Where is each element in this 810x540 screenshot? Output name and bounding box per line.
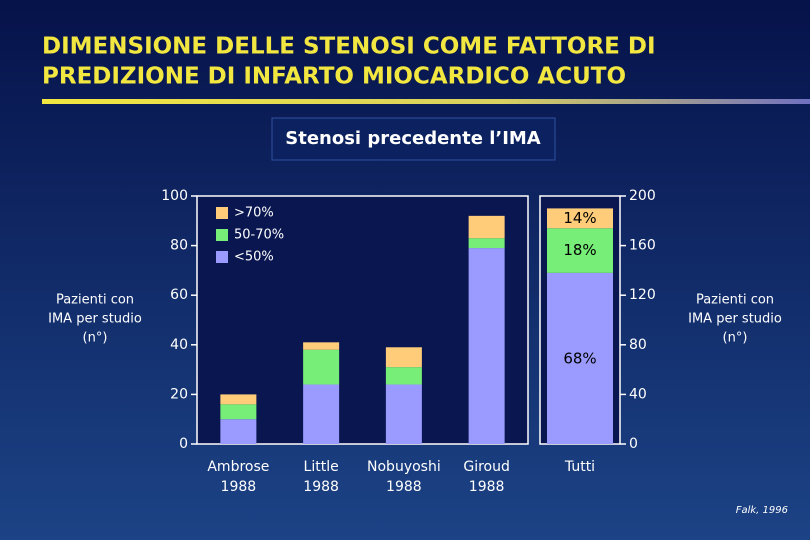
bar-segment — [547, 272, 613, 444]
legend-label: >70% — [234, 206, 274, 221]
y-axis-label: IMA per studio — [688, 312, 782, 327]
source: Falk, 1996 — [736, 505, 788, 516]
y-axis-label: (n°) — [83, 331, 108, 346]
bar-segment — [220, 394, 257, 405]
legend-swatch — [216, 251, 228, 263]
x-tick-label: Little — [304, 459, 339, 475]
bar-segment — [220, 404, 257, 420]
legend-swatch — [216, 207, 228, 219]
bar-segment — [303, 342, 340, 350]
y-tick-label: 40 — [170, 337, 188, 353]
bar-segment — [303, 384, 340, 444]
title-rule — [42, 99, 810, 104]
bar-segment — [385, 367, 422, 385]
bar-segment — [468, 248, 505, 444]
segment-label: 68% — [563, 349, 596, 367]
y-tick-label: 60 — [170, 287, 188, 303]
x-tick-label: Nobuyoshi — [367, 459, 441, 475]
bar-segment — [547, 208, 613, 229]
x-tick-label: Giroud — [463, 459, 510, 475]
subtitle: Stenosi precedente l’IMA — [285, 128, 541, 149]
y-tick-label: 0 — [179, 436, 188, 452]
bar-segment — [547, 228, 613, 273]
bar-segment — [385, 384, 422, 444]
subtitle-box — [271, 117, 556, 161]
y-tick-label: 200 — [629, 188, 656, 204]
title-line: DIMENSIONE DELLE STENOSI COME FATTORE DI — [42, 34, 656, 60]
y-axis-label: Pazienti con — [56, 293, 134, 308]
y-tick-label: 80 — [629, 337, 647, 353]
segment-label: 14% — [563, 209, 596, 227]
y-axis-label: (n°) — [723, 331, 748, 346]
y-tick-label: 80 — [170, 238, 188, 254]
legend-label: <50% — [234, 250, 274, 265]
legend-swatch — [216, 229, 228, 241]
plots: 0 20 40 60 80 100 Pazienti con IMA per studio (n… — [48, 188, 782, 495]
x-tick-label: 1988 — [386, 479, 422, 495]
x-tick-label: 1988 — [303, 479, 339, 495]
bar-segment — [220, 419, 257, 444]
y-tick-label: 40 — [629, 386, 647, 402]
x-tick-label: Tutti — [564, 459, 595, 475]
legend-label: 50-70% — [234, 228, 284, 243]
y-tick-label: 0 — [629, 436, 638, 452]
y-axis-label: Pazienti con — [696, 293, 774, 308]
segment-label: 18% — [563, 241, 596, 259]
y-tick-label: 100 — [161, 188, 188, 204]
y-tick-label: 120 — [629, 287, 656, 303]
title-line: PREDIZIONE DI INFARTO MIOCARDICO ACUTO — [42, 64, 626, 90]
x-tick-label: 1988 — [469, 479, 505, 495]
x-tick-label: Ambrose — [207, 459, 269, 475]
y-tick-label: 160 — [629, 238, 656, 254]
bar-segment — [385, 347, 422, 368]
bar-segment — [468, 238, 505, 249]
bar-segment — [303, 349, 340, 385]
bar-segment — [468, 215, 505, 239]
y-tick-label: 20 — [170, 386, 188, 402]
x-tick-label: 1988 — [221, 479, 257, 495]
y-axis-label: IMA per studio — [48, 312, 142, 327]
